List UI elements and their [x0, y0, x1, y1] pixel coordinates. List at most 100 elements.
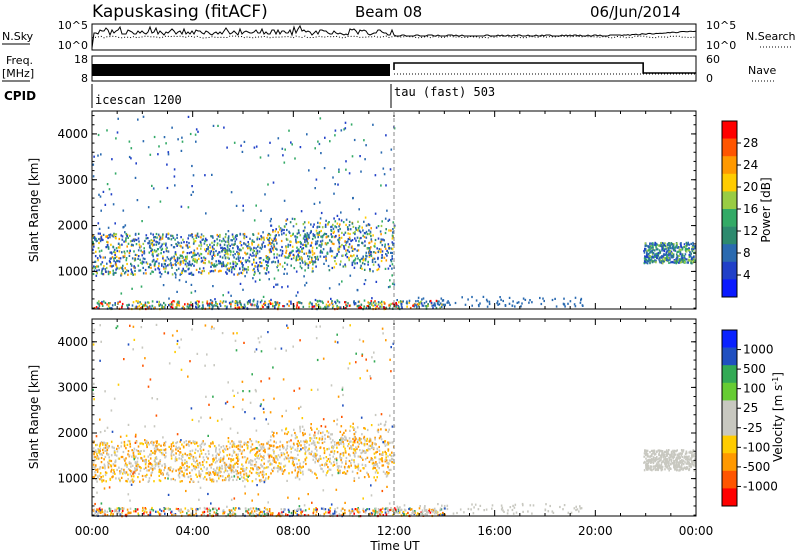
data-cell: [256, 484, 258, 487]
data-cell: [107, 453, 110, 456]
data-cell: [421, 298, 423, 301]
data-cell: [164, 477, 166, 480]
data-cell: [190, 264, 192, 267]
data-cell: [244, 492, 246, 495]
data-cell: [374, 467, 377, 470]
data-cell: [330, 441, 333, 444]
data-cell: [133, 471, 135, 474]
cpid-segment-icescan: icescan 1200: [95, 93, 182, 107]
data-cell: [293, 218, 296, 221]
data-cell: [194, 301, 197, 304]
data-cell: [379, 302, 382, 305]
data-cell: [123, 458, 125, 461]
data-cell: [272, 449, 274, 452]
data-cell: [334, 129, 337, 132]
data-cell: [356, 447, 358, 451]
data-cell: [102, 442, 104, 445]
data-cell: [357, 229, 359, 232]
data-cell: [92, 343, 95, 346]
data-cell: [273, 460, 276, 463]
data-cell: [292, 442, 295, 445]
data-cell: [234, 513, 237, 516]
data-cell: [665, 257, 668, 261]
data-cell: [580, 297, 583, 300]
data-cell: [251, 499, 253, 502]
data-cell: [369, 375, 371, 378]
data-cell: [349, 324, 351, 327]
data-cell: [675, 260, 677, 263]
data-cell: [330, 450, 332, 453]
data-cell: [252, 277, 254, 280]
data-cell: [360, 236, 362, 240]
data-cell: [351, 245, 353, 248]
data-cell: [296, 236, 299, 239]
data-cell: [314, 444, 317, 447]
data-cell: [408, 299, 411, 302]
data-cell: [123, 440, 126, 444]
data-cell: [191, 256, 193, 259]
data-cell: [354, 302, 357, 305]
data-cell: [236, 250, 238, 253]
data-cell: [114, 261, 117, 264]
data-cell: [432, 304, 435, 307]
data-cell: [261, 513, 264, 516]
data-cell: [148, 240, 151, 243]
data-cell: [436, 300, 439, 303]
data-cell: [341, 436, 343, 439]
data-cell: [115, 268, 117, 271]
data-cell: [269, 242, 272, 245]
data-cell: [108, 234, 110, 237]
data-cell: [95, 250, 97, 253]
data-cell: [323, 447, 325, 450]
data-cell: [133, 239, 136, 243]
colorbar-tick-label: 8: [743, 246, 751, 260]
data-cell: [322, 470, 325, 473]
data-cell: [229, 250, 232, 253]
data-cell: [246, 478, 248, 481]
data-cell: [651, 251, 654, 254]
data-cell: [174, 184, 176, 187]
data-cell: [286, 451, 288, 454]
data-cell: [263, 481, 266, 484]
data-cell: [387, 443, 390, 446]
data-cell: [349, 454, 351, 457]
data-cell: [368, 302, 370, 305]
data-cell: [244, 305, 246, 308]
data-cell: [657, 253, 660, 256]
data-cell: [232, 443, 235, 446]
data-cell: [200, 271, 202, 274]
data-cell: [244, 411, 246, 414]
data-cell: [354, 262, 356, 265]
data-cell: [540, 302, 543, 306]
data-cell: [280, 462, 282, 465]
data-cell: [681, 248, 684, 251]
data-cell: [371, 444, 373, 447]
data-cell: [204, 248, 206, 251]
data-cell: [158, 449, 161, 452]
data-cell: [260, 257, 262, 260]
data-cell: [670, 242, 672, 245]
data-cell: [381, 244, 384, 247]
data-cell: [319, 222, 321, 225]
power-data-cells: [92, 115, 696, 311]
data-cell: [348, 465, 350, 468]
data-cell: [222, 450, 225, 454]
data-cell: [303, 275, 305, 278]
data-cell: [241, 380, 244, 383]
data-cell: [390, 251, 392, 254]
data-cell: [204, 237, 207, 240]
data-cell: [529, 299, 531, 302]
data-cell: [321, 463, 323, 466]
data-cell: [155, 510, 157, 513]
data-cell: [360, 264, 362, 267]
data-cell: [253, 261, 255, 264]
data-cell: [369, 268, 371, 271]
data-cell: [237, 453, 239, 456]
data-cell: [398, 510, 400, 513]
data-cell: [283, 305, 286, 308]
data-cell: [243, 242, 245, 245]
data-cell: [318, 459, 320, 462]
data-cell: [191, 469, 193, 472]
data-cell: [381, 489, 384, 493]
